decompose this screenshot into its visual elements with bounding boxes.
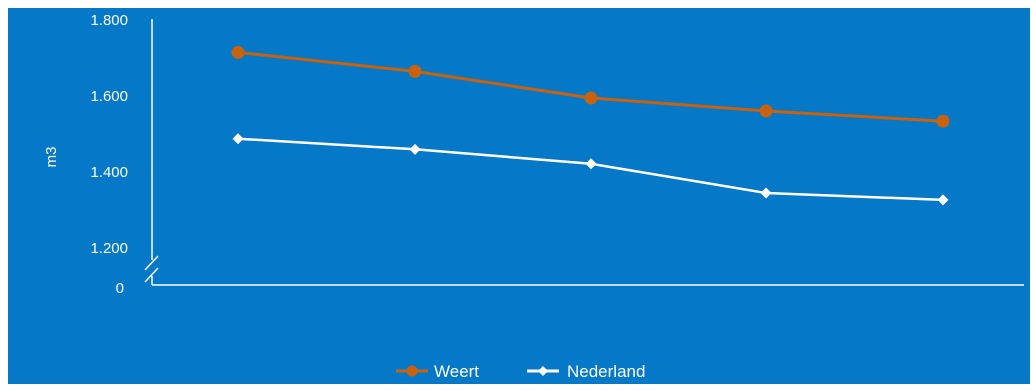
legend-weert-marker bbox=[406, 365, 418, 377]
y-tick-label-0: 0 bbox=[116, 280, 124, 297]
data-point-nederland-2[interactable] bbox=[585, 158, 597, 170]
y-tick-label-1200: 1.200 bbox=[90, 240, 128, 257]
y-tick-label-1600: 1.600 bbox=[90, 88, 128, 105]
axes bbox=[144, 19, 1024, 286]
data-point-nederland-1[interactable] bbox=[409, 143, 421, 155]
axis-break-mark-upper bbox=[144, 255, 159, 271]
data-point-nederland-0[interactable] bbox=[232, 133, 244, 145]
data-point-weert-4[interactable] bbox=[936, 114, 950, 128]
legend-weert-label: Weert bbox=[434, 362, 479, 381]
y-axis-title: m3 bbox=[43, 147, 60, 168]
data-point-nederland-4[interactable] bbox=[937, 194, 949, 206]
legend: Weert Nederland bbox=[396, 362, 645, 381]
series-line-weert bbox=[237, 50, 944, 123]
y-tick-label-1800: 1.800 bbox=[90, 12, 128, 29]
data-point-weert-3[interactable] bbox=[759, 104, 773, 118]
legend-item-weert[interactable]: Weert bbox=[396, 362, 479, 381]
series-layer bbox=[231, 45, 950, 206]
data-point-weert-1[interactable] bbox=[408, 64, 422, 78]
y-tick-label-1400: 1.400 bbox=[90, 164, 128, 181]
series-line-nederland bbox=[237, 137, 944, 202]
legend-item-nederland[interactable]: Nederland bbox=[527, 362, 645, 381]
legend-nederland-marker bbox=[538, 366, 548, 376]
data-point-weert-2[interactable] bbox=[584, 91, 598, 105]
legend-nederland-label: Nederland bbox=[567, 362, 645, 381]
axis-break-mark-lower bbox=[144, 267, 159, 283]
data-point-nederland-3[interactable] bbox=[760, 187, 772, 199]
data-point-weert-0[interactable] bbox=[231, 45, 245, 59]
